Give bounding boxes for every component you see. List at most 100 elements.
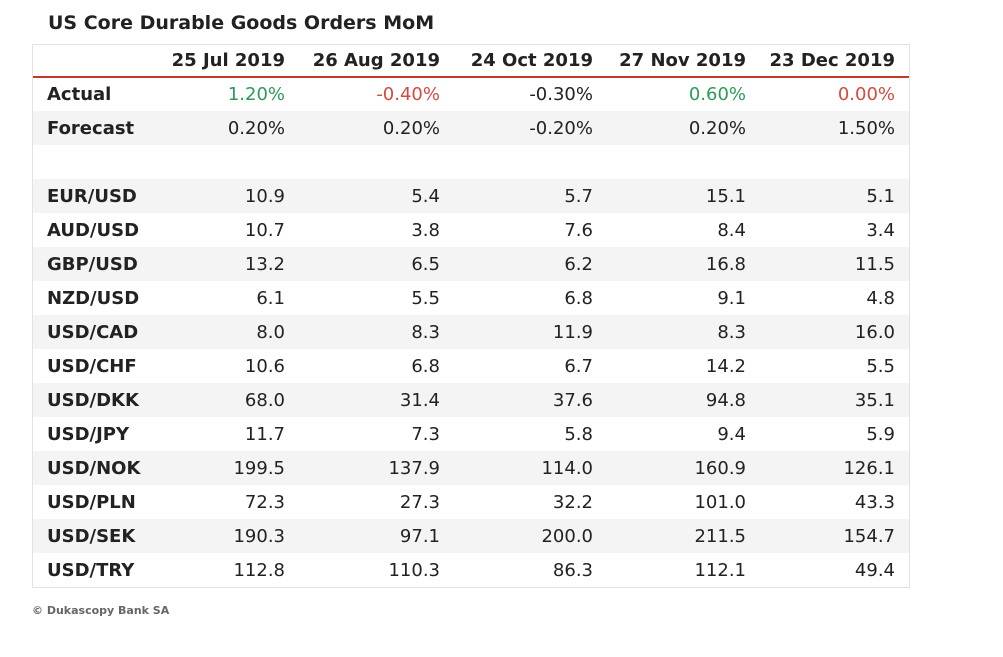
table-cell: 13.2 [244,253,285,275]
row-label: USD/DKK [47,389,139,411]
table-cell: 9.1 [717,287,746,309]
row-label: USD/JPY [47,423,130,445]
table-cell: 72.3 [244,491,285,513]
row-label: NZD/USD [47,287,140,309]
table-cell: 8.4 [717,219,746,241]
table-row: Forecast 0.20% 0.20% -0.20% 0.20% 1.50% [33,111,909,145]
table-cell: 6.7 [564,355,593,377]
table-cell: 11.7 [244,423,285,445]
row-label: USD/NOK [47,457,141,479]
column-header: 23 Dec 2019 [760,45,909,78]
table-cell: 43.3 [854,491,895,513]
table-cell: 211.5 [694,525,746,547]
table-cell: 160.9 [694,457,746,479]
table-cell: 5.8 [564,423,593,445]
table-body: Actual 1.20% -0.40% -0.30% 0.60% 0.00% Forecas… [33,77,909,587]
table-row: USD/JPY 11.7 7.3 5.8 9.4 5.9 [33,417,909,451]
table-cell: 114.0 [541,457,593,479]
table-cell: -0.20% [529,117,593,139]
table-cell: 86.3 [552,559,593,581]
table-cell: 0.20% [688,117,746,139]
table-cell: 37.6 [552,389,593,411]
table-cell: 126.1 [843,457,895,479]
table-cell: 1.20% [227,84,285,105]
table-cell: 3.4 [866,219,895,241]
table-cell: 68.0 [244,389,285,411]
table-cell: 49.4 [854,559,895,581]
table-cell: 101.0 [694,491,746,513]
table-cell: 6.1 [256,287,285,309]
data-table: 25 Jul 2019 26 Aug 2019 24 Oct 2019 27 N… [33,45,909,587]
table-cell: 5.9 [866,423,895,445]
row-label: USD/SEK [47,525,136,547]
row-label: GBP/USD [47,253,138,275]
table-row: Actual 1.20% -0.40% -0.30% 0.60% 0.00% [33,77,909,111]
table-cell: 190.3 [233,525,285,547]
row-label [33,145,159,179]
table-row: USD/TRY 112.8 110.3 86.3 112.1 49.4 [33,553,909,587]
table-cell: 110.3 [388,559,440,581]
table-cell: 11.9 [552,321,593,343]
table-cell: -0.30% [529,84,593,105]
table-cell: 16.8 [705,253,746,275]
table-row: NZD/USD 6.1 5.5 6.8 9.1 4.8 [33,281,909,315]
table-cell: 6.8 [411,355,440,377]
table-cell [299,145,454,179]
table-cell: 94.8 [705,389,746,411]
table-cell: 16.0 [854,321,895,343]
table-cell: 9.4 [717,423,746,445]
table-row: AUD/USD 10.7 3.8 7.6 8.4 3.4 [33,213,909,247]
table-cell: 200.0 [541,525,593,547]
table-cell: 3.8 [411,219,440,241]
table-cell: 8.0 [256,321,285,343]
table-cell: 31.4 [399,389,440,411]
table-cell [760,145,909,179]
table-row: USD/DKK 68.0 31.4 37.6 94.8 35.1 [33,383,909,417]
table-cell: 11.5 [854,253,895,275]
table-row: USD/CAD 8.0 8.3 11.9 8.3 16.0 [33,315,909,349]
table-cell: 10.7 [244,219,285,241]
table-cell: 6.8 [564,287,593,309]
table-cell: 0.60% [688,84,746,105]
table-cell: 32.2 [552,491,593,513]
table-cell: 35.1 [854,389,895,411]
table-cell: 5.4 [411,185,440,207]
table-row: USD/NOK 199.5 137.9 114.0 160.9 126.1 [33,451,909,485]
table-cell: 5.7 [564,185,593,207]
table-cell: 0.20% [227,117,285,139]
row-label: Forecast [47,117,135,139]
table-cell [607,145,760,179]
table-row [33,145,909,179]
table-cell: 8.3 [411,321,440,343]
table-cell [159,145,299,179]
table-cell: 6.2 [564,253,593,275]
table-cell: -0.40% [376,84,440,105]
table-row: USD/CHF 10.6 6.8 6.7 14.2 5.5 [33,349,909,383]
table-cell: 7.6 [564,219,593,241]
table-cell: 10.6 [244,355,285,377]
table-cell: 14.2 [705,355,746,377]
table-cell: 8.3 [717,321,746,343]
table-cell: 6.5 [411,253,440,275]
row-label: USD/TRY [47,559,135,581]
table-cell: 154.7 [843,525,895,547]
copyright-footer: © Dukascopy Bank SA [32,604,170,617]
header-corner [33,45,159,78]
table-row: EUR/USD 10.9 5.4 5.7 15.1 5.1 [33,179,909,213]
row-label: USD/CAD [47,321,139,343]
row-label: AUD/USD [47,219,140,241]
table-cell [454,145,607,179]
table-cell: 7.3 [411,423,440,445]
table-title: US Core Durable Goods Orders MoM [48,12,435,34]
table-cell: 5.1 [866,185,895,207]
header-row: 25 Jul 2019 26 Aug 2019 24 Oct 2019 27 N… [33,45,909,78]
table-row: GBP/USD 13.2 6.5 6.2 16.8 11.5 [33,247,909,281]
row-label: USD/PLN [47,491,136,513]
column-header: 27 Nov 2019 [607,45,760,78]
table-cell: 5.5 [866,355,895,377]
table-cell: 27.3 [399,491,440,513]
table-row: USD/SEK 190.3 97.1 200.0 211.5 154.7 [33,519,909,553]
column-header: 24 Oct 2019 [454,45,607,78]
row-label: EUR/USD [47,185,137,207]
table-cell: 15.1 [705,185,746,207]
